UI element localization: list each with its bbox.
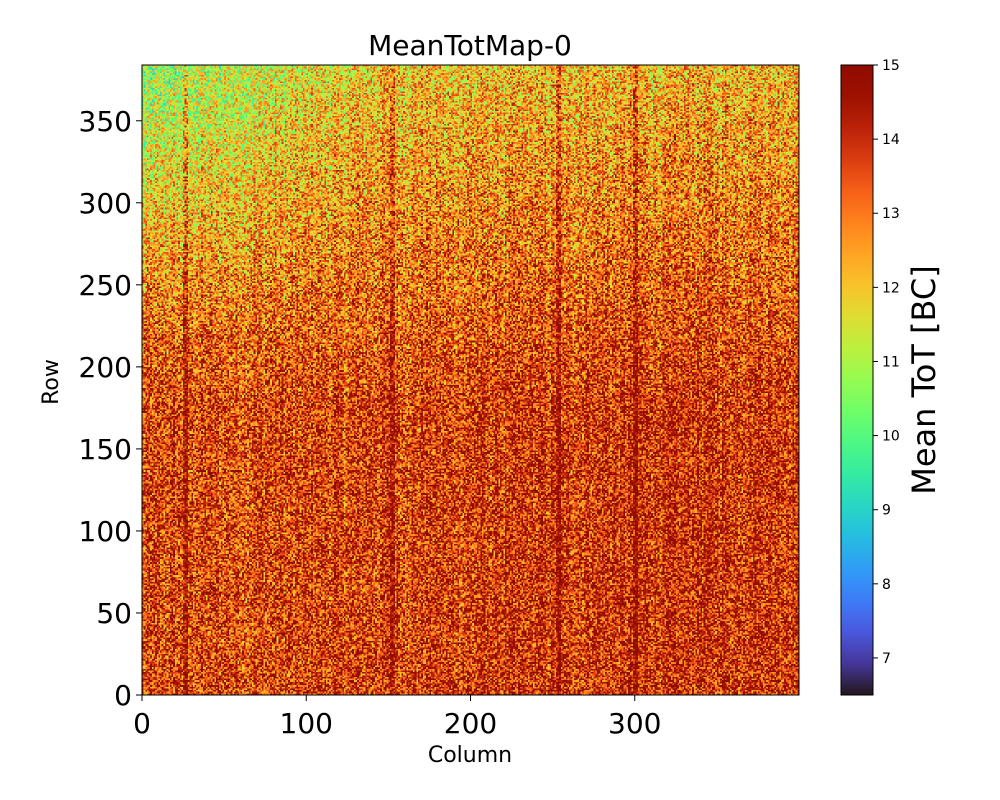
colorbar-tick-label: 9	[882, 503, 891, 519]
colorbar-gradient	[840, 64, 874, 696]
colorbar-ticks: 7 8 9 10 11 12 13 14 15	[873, 58, 900, 667]
colorbar-tick-label: 12	[882, 280, 900, 296]
x-axis-ticks: 0 100 200 300	[133, 695, 661, 740]
x-axis-label: Column	[428, 743, 512, 768]
y-tick-label: 0	[114, 679, 132, 712]
heatmap-image	[142, 65, 799, 695]
y-tick-label: 250	[79, 269, 132, 302]
y-tick-label: 50	[96, 597, 132, 630]
colorbar-tick-label: 11	[882, 354, 900, 370]
y-tick-label: 150	[79, 433, 132, 466]
chart-title: MeanTotMap-0	[368, 29, 572, 62]
colorbar: 7 8 9 10 11 12 13 14 15 Mean ToT [BC]	[840, 58, 943, 696]
y-axis-ticks: 0 50 100 150 200 250 300 350	[79, 105, 142, 712]
x-tick-label: 100	[280, 707, 333, 740]
y-tick-label: 200	[79, 351, 132, 384]
colorbar-tick-label: 8	[882, 577, 891, 593]
y-axis-label: Row	[39, 359, 64, 405]
x-tick-label: 0	[133, 707, 151, 740]
colorbar-label: Mean ToT [BC]	[905, 265, 943, 494]
x-tick-label: 300	[608, 707, 661, 740]
plot-area	[141, 64, 800, 696]
colorbar-tick-label: 7	[882, 651, 891, 667]
colorbar-tick-label: 15	[882, 58, 900, 74]
colorbar-tick-label: 14	[882, 132, 900, 148]
y-tick-label: 350	[79, 105, 132, 138]
y-tick-label: 300	[79, 187, 132, 220]
x-tick-label: 200	[444, 707, 497, 740]
y-tick-label: 100	[79, 515, 132, 548]
colorbar-tick-label: 13	[882, 206, 900, 222]
colorbar-tick-label: 10	[882, 429, 900, 445]
